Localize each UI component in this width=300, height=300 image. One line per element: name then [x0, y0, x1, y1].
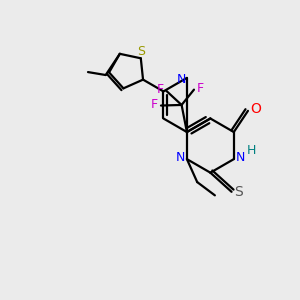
Text: F: F — [156, 83, 164, 96]
Text: N: N — [176, 152, 185, 164]
Text: F: F — [197, 82, 204, 95]
Text: N: N — [236, 152, 245, 164]
Text: H: H — [247, 144, 256, 157]
Text: N: N — [176, 73, 186, 85]
Text: O: O — [250, 102, 261, 116]
Text: S: S — [235, 185, 243, 200]
Text: S: S — [137, 45, 146, 58]
Text: F: F — [151, 98, 158, 111]
